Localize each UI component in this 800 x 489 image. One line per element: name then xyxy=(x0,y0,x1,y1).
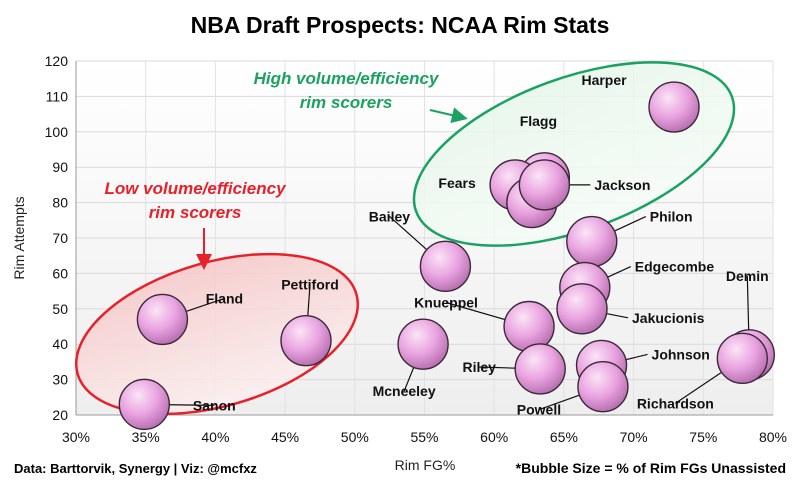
bubble-jackson xyxy=(518,159,571,211)
chart-title: NBA Draft Prospects: NCAA Rim Stats xyxy=(191,12,610,38)
low-annotation-line1: Low volume/efficiency xyxy=(104,179,287,198)
x-tick-label: 55% xyxy=(410,429,438,445)
y-tick-label: 50 xyxy=(52,301,68,317)
point-label-johnson: Johnson xyxy=(652,346,710,362)
x-tick-label: 75% xyxy=(689,429,717,445)
y-tick-label: 90 xyxy=(52,159,68,175)
bubble-knueppel xyxy=(503,300,555,353)
y-tick-label: 40 xyxy=(52,336,68,352)
high-annotation-arrow xyxy=(429,107,468,123)
y-tick-label: 30 xyxy=(52,372,68,388)
point-label-harper: Harper xyxy=(581,72,627,88)
high-annotation-line1: High volume/efficiency xyxy=(254,69,440,88)
point-label-fland: Fland xyxy=(206,290,243,306)
bubble-richardson xyxy=(716,332,769,385)
point-label-flagg: Flagg xyxy=(520,113,557,129)
bubble-harper xyxy=(648,81,700,133)
x-tick-label: 60% xyxy=(480,429,508,445)
bubble-philon xyxy=(566,215,618,268)
bubble-bailey xyxy=(419,240,472,293)
point-label-richardson: Richardson xyxy=(637,395,714,411)
x-tick-label: 65% xyxy=(550,429,578,445)
axis-ticks: 20 30 40 50 60 70 80 90 100 110 120 30% 35% 40% 45% 50%… xyxy=(45,53,787,445)
point-label-mcneeley: Mcneeley xyxy=(373,383,436,399)
point-label-jakucionis: Jakucionis xyxy=(632,310,705,326)
point-label-powell: Powell xyxy=(517,402,561,418)
point-label-fears: Fears xyxy=(438,175,476,191)
bubble-size-note: *Bubble Size = % of Rim FGs Unassisted xyxy=(516,460,786,476)
bubble-riley xyxy=(514,343,566,395)
point-label-pettiford: Pettiford xyxy=(281,277,339,293)
y-tick-label: 120 xyxy=(45,53,69,69)
point-label-knueppel: Knueppel xyxy=(414,295,478,311)
low-annotation-line2: rim scorers xyxy=(149,203,242,222)
point-label-philon: Philon xyxy=(650,209,693,225)
y-tick-label: 60 xyxy=(52,265,68,281)
y-tick-label: 80 xyxy=(52,195,68,211)
bubble-mcneeley xyxy=(397,318,449,370)
x-axis-label: Rim FG% xyxy=(395,457,456,473)
bubble-jakucionis xyxy=(556,283,608,335)
point-label-riley: Riley xyxy=(462,359,496,375)
x-tick-label: 80% xyxy=(759,429,787,445)
x-tick-label: 40% xyxy=(201,429,229,445)
point-label-bailey: Bailey xyxy=(369,208,410,224)
y-tick-label: 20 xyxy=(52,407,68,423)
y-tick-label: 100 xyxy=(45,124,69,140)
point-label-edgecombe: Edgecombe xyxy=(635,259,715,275)
high-annotation-line2: rim scorers xyxy=(300,93,393,112)
y-tick-label: 110 xyxy=(46,88,69,104)
point-label-jackson: Jackson xyxy=(594,177,650,193)
x-tick-label: 35% xyxy=(132,429,160,445)
bubble-fland xyxy=(136,293,189,346)
bubbles xyxy=(118,81,776,431)
x-tick-label: 50% xyxy=(341,429,369,445)
y-tick-label: 70 xyxy=(52,230,68,246)
y-axis-label: Rim Attempts xyxy=(11,196,27,279)
x-tick-label: 45% xyxy=(271,429,299,445)
x-tick-label: 70% xyxy=(620,429,648,445)
x-tick-label: 30% xyxy=(62,429,90,445)
bubble-powell xyxy=(577,360,629,413)
point-label-sanon: Sanon xyxy=(193,397,236,413)
footer-source: Data: Barttorvik, Synergy | Viz: @mcfxz xyxy=(14,461,257,476)
bubble-pettiford xyxy=(280,314,332,367)
bubble-sanon xyxy=(118,378,171,431)
point-label-demin: Demin xyxy=(726,268,769,284)
